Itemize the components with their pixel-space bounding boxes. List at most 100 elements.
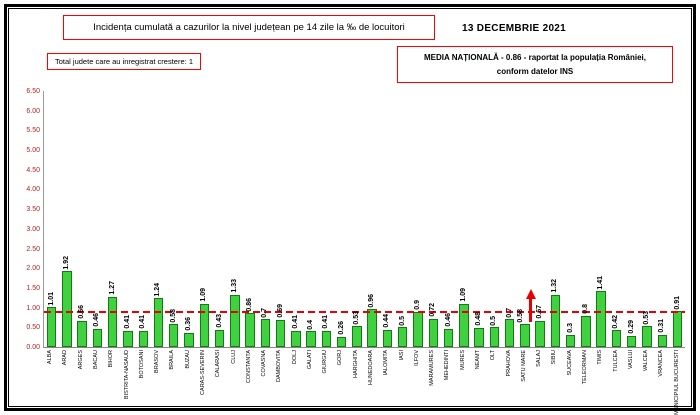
x-label-slot-prahova: PRAHOVA: [501, 348, 516, 404]
y-axis-tick: 2.00: [26, 265, 40, 273]
county-label: BRAILA: [169, 350, 176, 370]
bar-slot-mures: 1.09: [456, 91, 471, 347]
bar-value-label: 0.91: [673, 295, 681, 310]
bar-value-label: 0.53: [352, 310, 360, 325]
y-axis-tick: 5.50: [26, 127, 40, 135]
bar-value-label: 0.96: [368, 293, 376, 308]
growth-note: Total judete care au inregistrat crester…: [55, 57, 193, 66]
bar: [520, 324, 530, 347]
x-label-slot-giurgiu: GIURGIU: [318, 348, 333, 404]
x-label-slot-timis: TIMIS: [593, 348, 608, 404]
x-label-slot-braila: BRAILA: [165, 348, 180, 404]
bar: [398, 327, 408, 347]
y-axis-tick: 6.00: [26, 107, 40, 115]
bar-value-label: 0.42: [612, 314, 620, 329]
x-label-slot-teleorman: TELEORMAN: [578, 348, 593, 404]
county-label: OLT: [490, 350, 497, 361]
x-label-slot-caras-severin: CARAS-SEVERIN: [196, 348, 211, 404]
county-label: MARAMURES: [429, 350, 436, 386]
bar: [550, 295, 561, 347]
bar: [382, 329, 393, 347]
bar-slot-neamt: 0.48: [471, 91, 486, 347]
bar-value-label: 1.24: [154, 282, 162, 297]
bar: [367, 309, 377, 347]
bar-slot-municipiul-bucuresti: 0.91: [670, 91, 685, 347]
x-label-slot-neamt: NEAMT: [471, 348, 486, 404]
x-label-slot-calarasi: CALARASI: [211, 348, 226, 404]
bar-slot-valcea: 0.53: [639, 91, 654, 347]
x-label-slot-dolj: DOLJ: [288, 348, 303, 404]
bar-slot-ilfov: 0.9: [410, 91, 425, 347]
bar: [474, 328, 484, 347]
y-axis-pad: [13, 347, 43, 404]
bar: [596, 291, 606, 347]
x-label-slot-mures: MURES: [456, 348, 471, 404]
x-label-slot-arges: ARGES: [74, 348, 89, 404]
bar-value-label: 0.7: [261, 307, 269, 318]
x-label-slot-covasna: COVASNA: [257, 348, 272, 404]
bar: [627, 335, 637, 347]
bar-slot-dolj: 0.41: [288, 91, 303, 347]
county-label: BISTRITA-NASAUD: [123, 350, 130, 400]
bar-value-label: 0.41: [291, 315, 299, 329]
bar: [92, 328, 103, 347]
county-label: GALATI: [306, 350, 313, 370]
county-label: VASLUI: [627, 350, 634, 370]
x-label-slot-maramures: MARAMURES: [425, 348, 440, 404]
county-label: VALCEA: [643, 350, 650, 372]
bar-value-label: 1.33: [230, 279, 238, 293]
county-label: VRANCEA: [658, 350, 665, 377]
county-label: BRASOV: [154, 350, 161, 373]
bar-slot-caras-severin: 1.09: [197, 91, 212, 347]
x-label-slot-brasov: BRASOV: [150, 348, 165, 404]
x-label-slot-bistrita-nasaud: BISTRITA-NASAUD: [119, 348, 134, 404]
county-label: TIMIS: [597, 350, 604, 365]
x-label-slot-bacau: BACAU: [89, 348, 104, 404]
county-label: IALOMITA: [383, 350, 390, 376]
x-label-slot-cluj: CLUJ: [226, 348, 241, 404]
y-axis-tick: 0.50: [26, 324, 40, 332]
bar-value-label: 0.53: [642, 310, 650, 325]
bar: [428, 318, 438, 347]
bar: [306, 331, 316, 347]
county-label: DOLJ: [291, 350, 298, 365]
county-label: NEAMT: [475, 350, 482, 370]
bar-slot-timis: 1.41: [594, 91, 609, 347]
bar-value-label: 1.32: [551, 279, 559, 294]
y-axis-scale: 6.50 6.00 5.50 5.00 4.50 4.00 3.50 3.00 2.50 2.00…: [13, 88, 43, 351]
y-axis-tick: 3.50: [26, 206, 40, 214]
bar: [352, 326, 362, 347]
x-label-slot-sibiu: SIBIU: [547, 348, 562, 404]
bar-value-label: 0.9: [414, 299, 421, 310]
bar: [642, 326, 652, 347]
growth-note-box: Total judete care au inregistrat crester…: [47, 53, 201, 70]
bar-slot-vaslui: 0.29: [624, 91, 639, 347]
bar-value-label: 0.46: [444, 313, 452, 327]
bar: [62, 271, 72, 347]
x-label-slot-hunedoara: HUNEDOARA: [364, 348, 379, 404]
county-label: HUNEDOARA: [368, 350, 375, 386]
y-axis: 6.50 6.00 5.50 5.00 4.50 4.00 3.50 3.00 2.50 2.00…: [13, 88, 43, 404]
bar: [123, 330, 133, 347]
bar-slot-alba: 1.01: [44, 91, 59, 347]
plot-column: 1.01 1.92 0.66 0.46 1.27 0.41 0.41 1.24 0.58 0.36…: [43, 91, 685, 415]
county-label: BIHOR: [108, 350, 115, 368]
y-axis-tick: 1.50: [26, 284, 40, 292]
report-date: 13 DECEMBRIE 2021: [462, 23, 567, 34]
bar-slot-galati: 0.4: [304, 91, 319, 347]
bar-value-label: 0.66: [78, 305, 86, 320]
county-label: IASI: [398, 350, 405, 361]
x-label-slot-ilfov: ILFOV: [410, 348, 425, 404]
bar: [153, 298, 164, 347]
bar: [275, 319, 286, 347]
bar: [260, 319, 271, 347]
county-label: SATU MARE: [520, 350, 527, 382]
bar-value-label: 0.7: [505, 307, 513, 318]
bar: [291, 330, 301, 347]
bar-value-label: 0.44: [383, 314, 391, 328]
bar-slot-teleorman: 0.8: [578, 91, 593, 347]
bar-value-label: 1.41: [597, 275, 605, 290]
bar: [672, 311, 683, 347]
y-axis-tick: 4.50: [26, 166, 40, 174]
x-label-slot-valcea: VALCEA: [639, 348, 654, 404]
